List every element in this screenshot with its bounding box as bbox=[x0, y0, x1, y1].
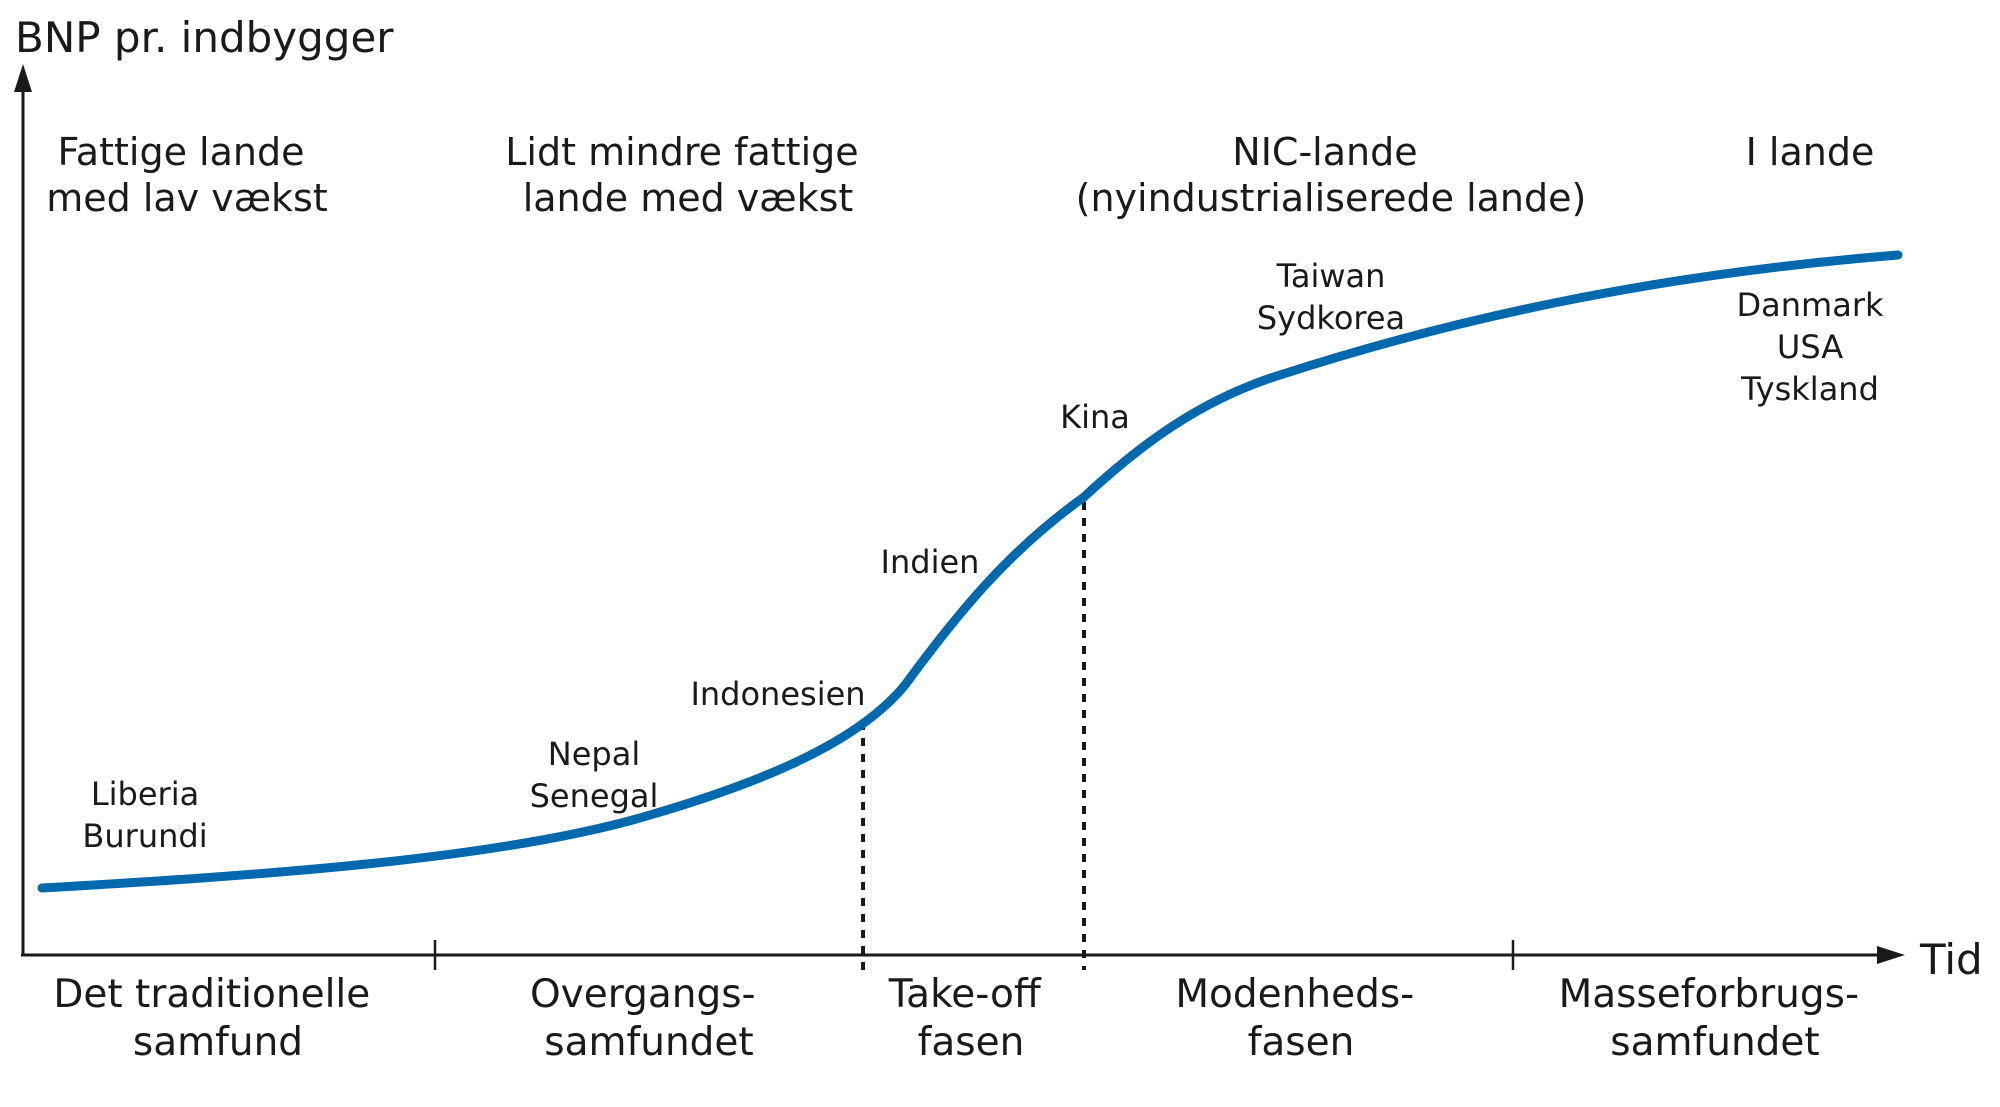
country-taiwan: Taiwan bbox=[1276, 257, 1386, 295]
country-sydkorea: Sydkorea bbox=[1257, 299, 1405, 337]
country-tyskland: Tyskland bbox=[1740, 370, 1879, 408]
country-kina: Kina bbox=[1060, 398, 1130, 436]
country-burundi: Burundi bbox=[82, 817, 207, 855]
x-axis-arrow bbox=[1877, 946, 1905, 964]
stage-traditional: Det traditionelle samfund bbox=[53, 972, 382, 1065]
x-axis-title: Tid bbox=[1919, 935, 1983, 984]
stage-transition: Overgangs- samfundet bbox=[530, 972, 768, 1065]
country-danmark: Danmark bbox=[1737, 286, 1884, 324]
group-nic: NIC-lande (nyindustrialiserede lande) bbox=[1076, 130, 1587, 220]
growth-curve bbox=[37, 250, 1903, 893]
stage-takeoff: Take-off fasen bbox=[888, 972, 1053, 1065]
group-industrialized: I lande bbox=[1746, 130, 1875, 174]
country-nepal: Nepal bbox=[548, 735, 640, 773]
country-indonesien: Indonesien bbox=[690, 675, 865, 713]
y-axis-arrow bbox=[14, 64, 32, 92]
country-indien: Indien bbox=[881, 543, 980, 581]
y-axis-title: BNP pr. indbygger bbox=[15, 13, 394, 62]
stage-mass-consumption: Masseforbrugs- samfundet bbox=[1559, 972, 1872, 1065]
country-usa: USA bbox=[1777, 328, 1843, 366]
group-poor-low-growth: Fattige lande med lav vækst bbox=[46, 130, 328, 220]
country-liberia: Liberia bbox=[91, 775, 199, 813]
group-less-poor-growth: Lidt mindre fattige lande med vækst bbox=[505, 130, 870, 220]
country-senegal: Senegal bbox=[530, 777, 659, 815]
stage-maturity: Modenheds- fasen bbox=[1175, 972, 1426, 1065]
